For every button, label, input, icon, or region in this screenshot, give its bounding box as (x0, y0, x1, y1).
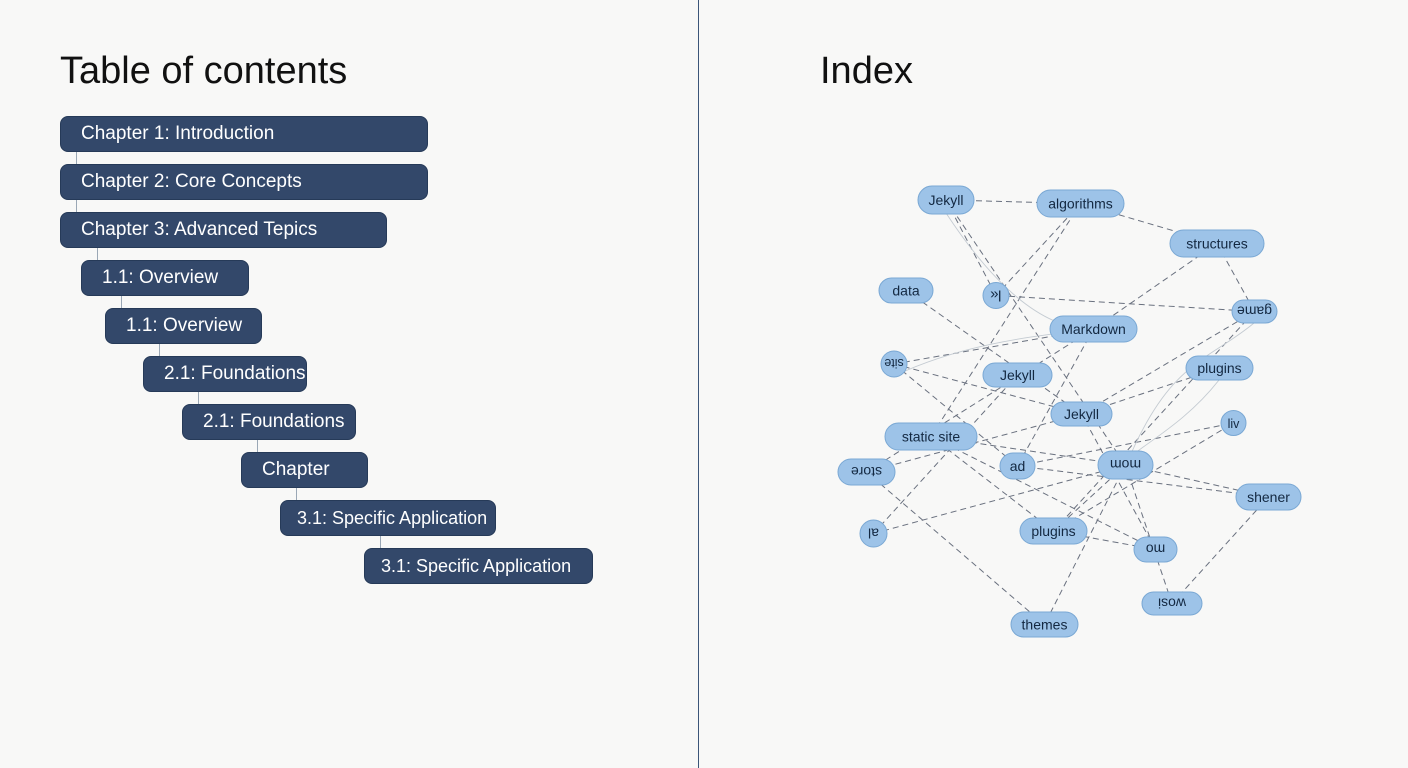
svg-text:wosi: wosi (1158, 596, 1187, 612)
svg-text:store: store (851, 464, 882, 480)
svg-text:site: site (884, 356, 904, 370)
svg-text:liv: liv (1228, 417, 1241, 431)
svg-text:Jekyll: Jekyll (928, 192, 963, 208)
svg-text:structures: structures (1186, 236, 1247, 252)
svg-text:ad: ad (1010, 458, 1026, 474)
svg-text:plugins: plugins (1197, 360, 1241, 376)
svg-text:mo: mo (1146, 542, 1166, 558)
svg-text:l«: l« (991, 287, 1002, 304)
svg-text:static site: static site (902, 429, 961, 445)
svg-text:mom: mom (1110, 457, 1141, 473)
svg-text:themes: themes (1022, 617, 1068, 633)
svg-text:algorithms: algorithms (1048, 196, 1113, 212)
svg-text:game: game (1237, 304, 1272, 320)
svg-text:Jekyll: Jekyll (1064, 406, 1099, 422)
svg-text:data: data (892, 283, 919, 299)
svg-text:Jekyll: Jekyll (1000, 367, 1035, 383)
svg-text:Markdown: Markdown (1061, 321, 1126, 337)
svg-text:al: al (868, 526, 879, 542)
svg-text:shener: shener (1247, 489, 1290, 505)
svg-text:plugins: plugins (1031, 523, 1075, 539)
